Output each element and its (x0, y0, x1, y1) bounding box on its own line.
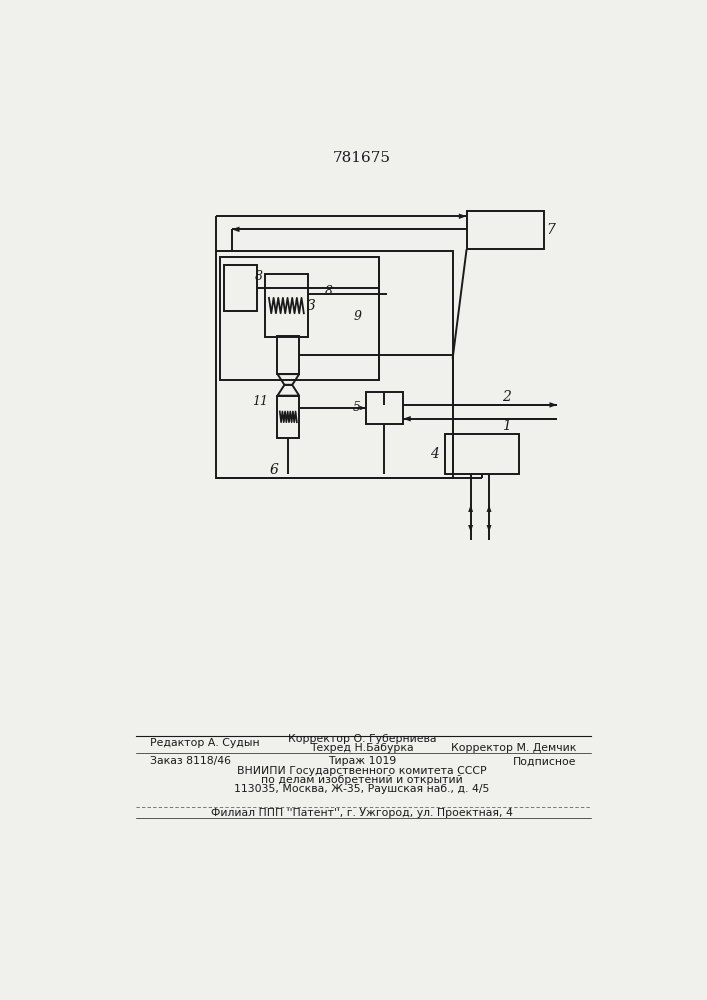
Text: 8: 8 (325, 285, 332, 298)
Text: ВНИИПИ Государственного комитета СССР: ВНИИПИ Государственного комитета СССР (237, 766, 486, 776)
Polygon shape (232, 227, 240, 232)
Text: 113035, Москва, Ж-35, Раушская наб., д. 4/5: 113035, Москва, Ж-35, Раушская наб., д. … (234, 784, 490, 794)
Polygon shape (360, 406, 366, 410)
Bar (265, 274, 308, 337)
Text: 7: 7 (546, 223, 555, 237)
Text: 2: 2 (503, 390, 511, 404)
Text: 4: 4 (430, 447, 438, 461)
Text: Корректор М. Демчик: Корректор М. Демчик (451, 743, 577, 753)
Text: Редактор А. Судын: Редактор А. Судын (151, 738, 260, 748)
Polygon shape (403, 416, 411, 422)
Polygon shape (486, 505, 491, 512)
Bar (224, 265, 257, 311)
Text: Подписное: Подписное (513, 756, 577, 766)
Text: Филиал ППП ''Патент'', г. Ужгород, ул. Проектная, 4: Филиал ППП ''Патент'', г. Ужгород, ул. П… (211, 808, 513, 818)
Bar (467, 211, 544, 249)
Text: 1: 1 (503, 419, 511, 433)
Bar (366, 392, 403, 424)
Text: 781675: 781675 (333, 151, 391, 165)
Text: Заказ 8118/46: Заказ 8118/46 (151, 756, 231, 766)
Bar (445, 434, 518, 474)
Text: 3: 3 (306, 299, 315, 313)
Text: 6: 6 (270, 463, 279, 477)
Text: Техред Н.Бабурка: Техред Н.Бабурка (310, 743, 414, 753)
Text: Корректор О. Губерниева: Корректор О. Губерниева (288, 734, 436, 744)
Text: 9: 9 (354, 310, 362, 323)
Bar (216, 251, 452, 478)
Polygon shape (459, 214, 467, 219)
Text: 5: 5 (354, 401, 361, 414)
Bar (220, 257, 379, 380)
Bar (277, 336, 299, 374)
Text: 8: 8 (255, 270, 263, 283)
Polygon shape (468, 505, 473, 512)
Polygon shape (486, 525, 491, 532)
Polygon shape (468, 525, 473, 532)
Text: Тираж 1019: Тираж 1019 (328, 756, 396, 766)
Bar (277, 396, 299, 438)
Text: 11: 11 (252, 395, 268, 408)
Polygon shape (549, 402, 557, 408)
Text: по делам изобретений и открытий: по делам изобретений и открытий (261, 775, 463, 785)
